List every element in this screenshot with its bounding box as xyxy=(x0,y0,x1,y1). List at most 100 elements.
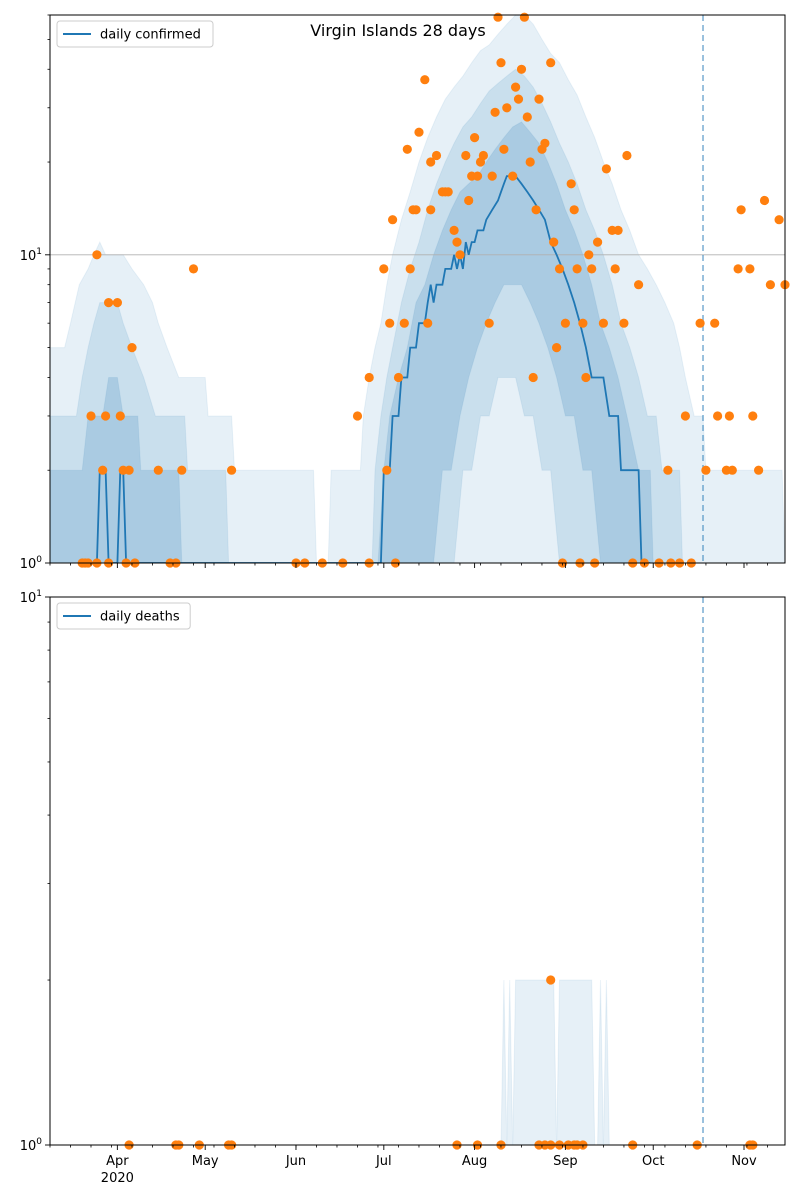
confirmed-data-point xyxy=(115,411,125,421)
confirmed-data-point xyxy=(443,187,453,197)
confirmed-data-point xyxy=(754,465,764,475)
confirmed-data-point xyxy=(101,411,111,421)
confirmed-data-point xyxy=(464,195,474,206)
confirmed-data-point xyxy=(519,12,530,22)
confirmed-data-point xyxy=(382,465,392,475)
confirmed-y-tick-label: 100 xyxy=(20,555,43,572)
confirmed-data-point xyxy=(525,157,535,167)
confirmed-panel: 100 101 daily confirmed Virgin Islands 28… xyxy=(20,12,790,572)
confirmed-data-point xyxy=(388,215,398,225)
deaths-panel: Apr May Jun Jul Aug Sep Oct Nov 2020 100 101 dail… xyxy=(20,589,786,1186)
confirmed-data-point xyxy=(124,465,134,475)
confirmed-x-ticks xyxy=(49,563,768,568)
confirmed-data-point xyxy=(426,205,436,215)
confirmed-data-point xyxy=(510,82,521,92)
deaths-x-tick-label: Oct xyxy=(642,1154,664,1169)
confirmed-data-point xyxy=(98,465,108,475)
confirmed-data-point xyxy=(227,465,237,475)
confirmed-data-point xyxy=(411,205,421,215)
confirmed-data-point xyxy=(634,280,644,290)
confirmed-data-point xyxy=(423,318,433,328)
confirmed-data-point xyxy=(552,343,562,353)
deaths-x-tick-label: Nov xyxy=(731,1154,757,1169)
deaths-axes-frame xyxy=(49,596,786,1146)
confirmed-data-point xyxy=(619,318,629,328)
confirmed-data-point xyxy=(613,225,623,235)
confirmed-y-tick-label: 101 xyxy=(20,247,42,264)
confirmed-data-point xyxy=(177,465,187,475)
confirmed-data-point xyxy=(569,205,579,215)
confirmed-data-point xyxy=(774,215,784,225)
confirmed-data-point xyxy=(713,411,723,421)
confirmed-data-point xyxy=(385,318,395,328)
confirmed-data-point xyxy=(352,411,363,421)
confirmed-data-point xyxy=(736,205,746,215)
confirmed-data-point xyxy=(622,150,632,161)
confirmed-data-point xyxy=(493,12,503,22)
confirmed-data-point xyxy=(733,264,743,274)
confirmed-data-point xyxy=(748,411,758,421)
deaths-x-tick-label: Jul xyxy=(375,1154,392,1169)
confirmed-data-point xyxy=(610,264,620,274)
confirmed-data-point xyxy=(508,171,518,181)
confirmed-data-point xyxy=(127,343,137,353)
confirmed-data-point xyxy=(522,112,532,122)
confirmed-band-outer xyxy=(50,15,785,563)
confirmed-legend-label: daily confirmed xyxy=(100,28,201,43)
confirmed-y-ticks: 100 101 xyxy=(20,14,50,572)
confirmed-data-point xyxy=(414,127,424,137)
confirmed-data-point xyxy=(701,465,711,475)
confirmed-data-point xyxy=(695,318,705,328)
confirmed-data-point xyxy=(724,411,735,421)
confirmed-band-inner xyxy=(50,121,654,563)
deaths-legend-box xyxy=(56,602,191,630)
confirmed-data-point xyxy=(449,225,459,235)
confirmed-data-point xyxy=(104,298,114,308)
confirmed-data-point xyxy=(420,75,430,85)
confirmed-data-point xyxy=(680,411,691,421)
confirmed-data-point xyxy=(455,250,465,260)
confirmed-data-point xyxy=(112,298,122,308)
confirmed-data-point xyxy=(470,133,480,143)
confirmed-data-point xyxy=(461,150,471,161)
confirmed-data-point xyxy=(765,280,776,290)
confirmed-data-point xyxy=(513,94,524,104)
deaths-x-tick-label: Sep xyxy=(553,1154,578,1169)
deaths-data-point xyxy=(546,975,556,985)
confirmed-data-point xyxy=(584,250,594,260)
confirmed-band-middle xyxy=(50,68,703,563)
confirmed-data-point xyxy=(587,264,597,274)
confirmed-data-point xyxy=(598,318,609,328)
confirmed-data-point xyxy=(578,318,588,328)
chart-title: Virgin Islands 28 days xyxy=(310,21,485,40)
deaths-legend: daily deaths xyxy=(56,602,191,630)
confirmed-data-point xyxy=(499,144,509,154)
confirmed-data-point xyxy=(484,318,494,328)
confirmed-data-point xyxy=(452,237,462,247)
confirmed-data-point xyxy=(188,264,199,274)
confirmed-data-point xyxy=(516,64,527,74)
deaths-y-tick-label: 101 xyxy=(20,589,42,606)
confirmed-data-point xyxy=(405,264,415,274)
confirmed-data-point xyxy=(478,150,488,161)
deaths-x-tick-label: Aug xyxy=(462,1154,487,1169)
deaths-x-tick-label: Jun xyxy=(285,1154,306,1169)
confirmed-data-point xyxy=(572,264,582,274)
confirmed-data-point xyxy=(490,107,500,117)
deaths-y-tick-label: 100 xyxy=(20,1137,43,1154)
deaths-x-tick-label: Apr xyxy=(106,1154,129,1169)
confirmed-data-point xyxy=(393,372,404,383)
confirmed-data-point xyxy=(472,171,483,181)
confirmed-data-point xyxy=(534,94,544,104)
confirmed-data-point xyxy=(399,318,409,328)
deaths-x-tick-label: May xyxy=(192,1154,219,1169)
deaths-legend-label: daily deaths xyxy=(100,610,180,625)
confirmed-data-point xyxy=(663,465,673,475)
confirmed-lines xyxy=(85,175,651,563)
confirmed-data-point xyxy=(540,138,550,148)
confirmed-data-point xyxy=(745,264,755,274)
confirmed-data-point xyxy=(92,250,102,260)
confirmed-data-point xyxy=(487,171,497,181)
